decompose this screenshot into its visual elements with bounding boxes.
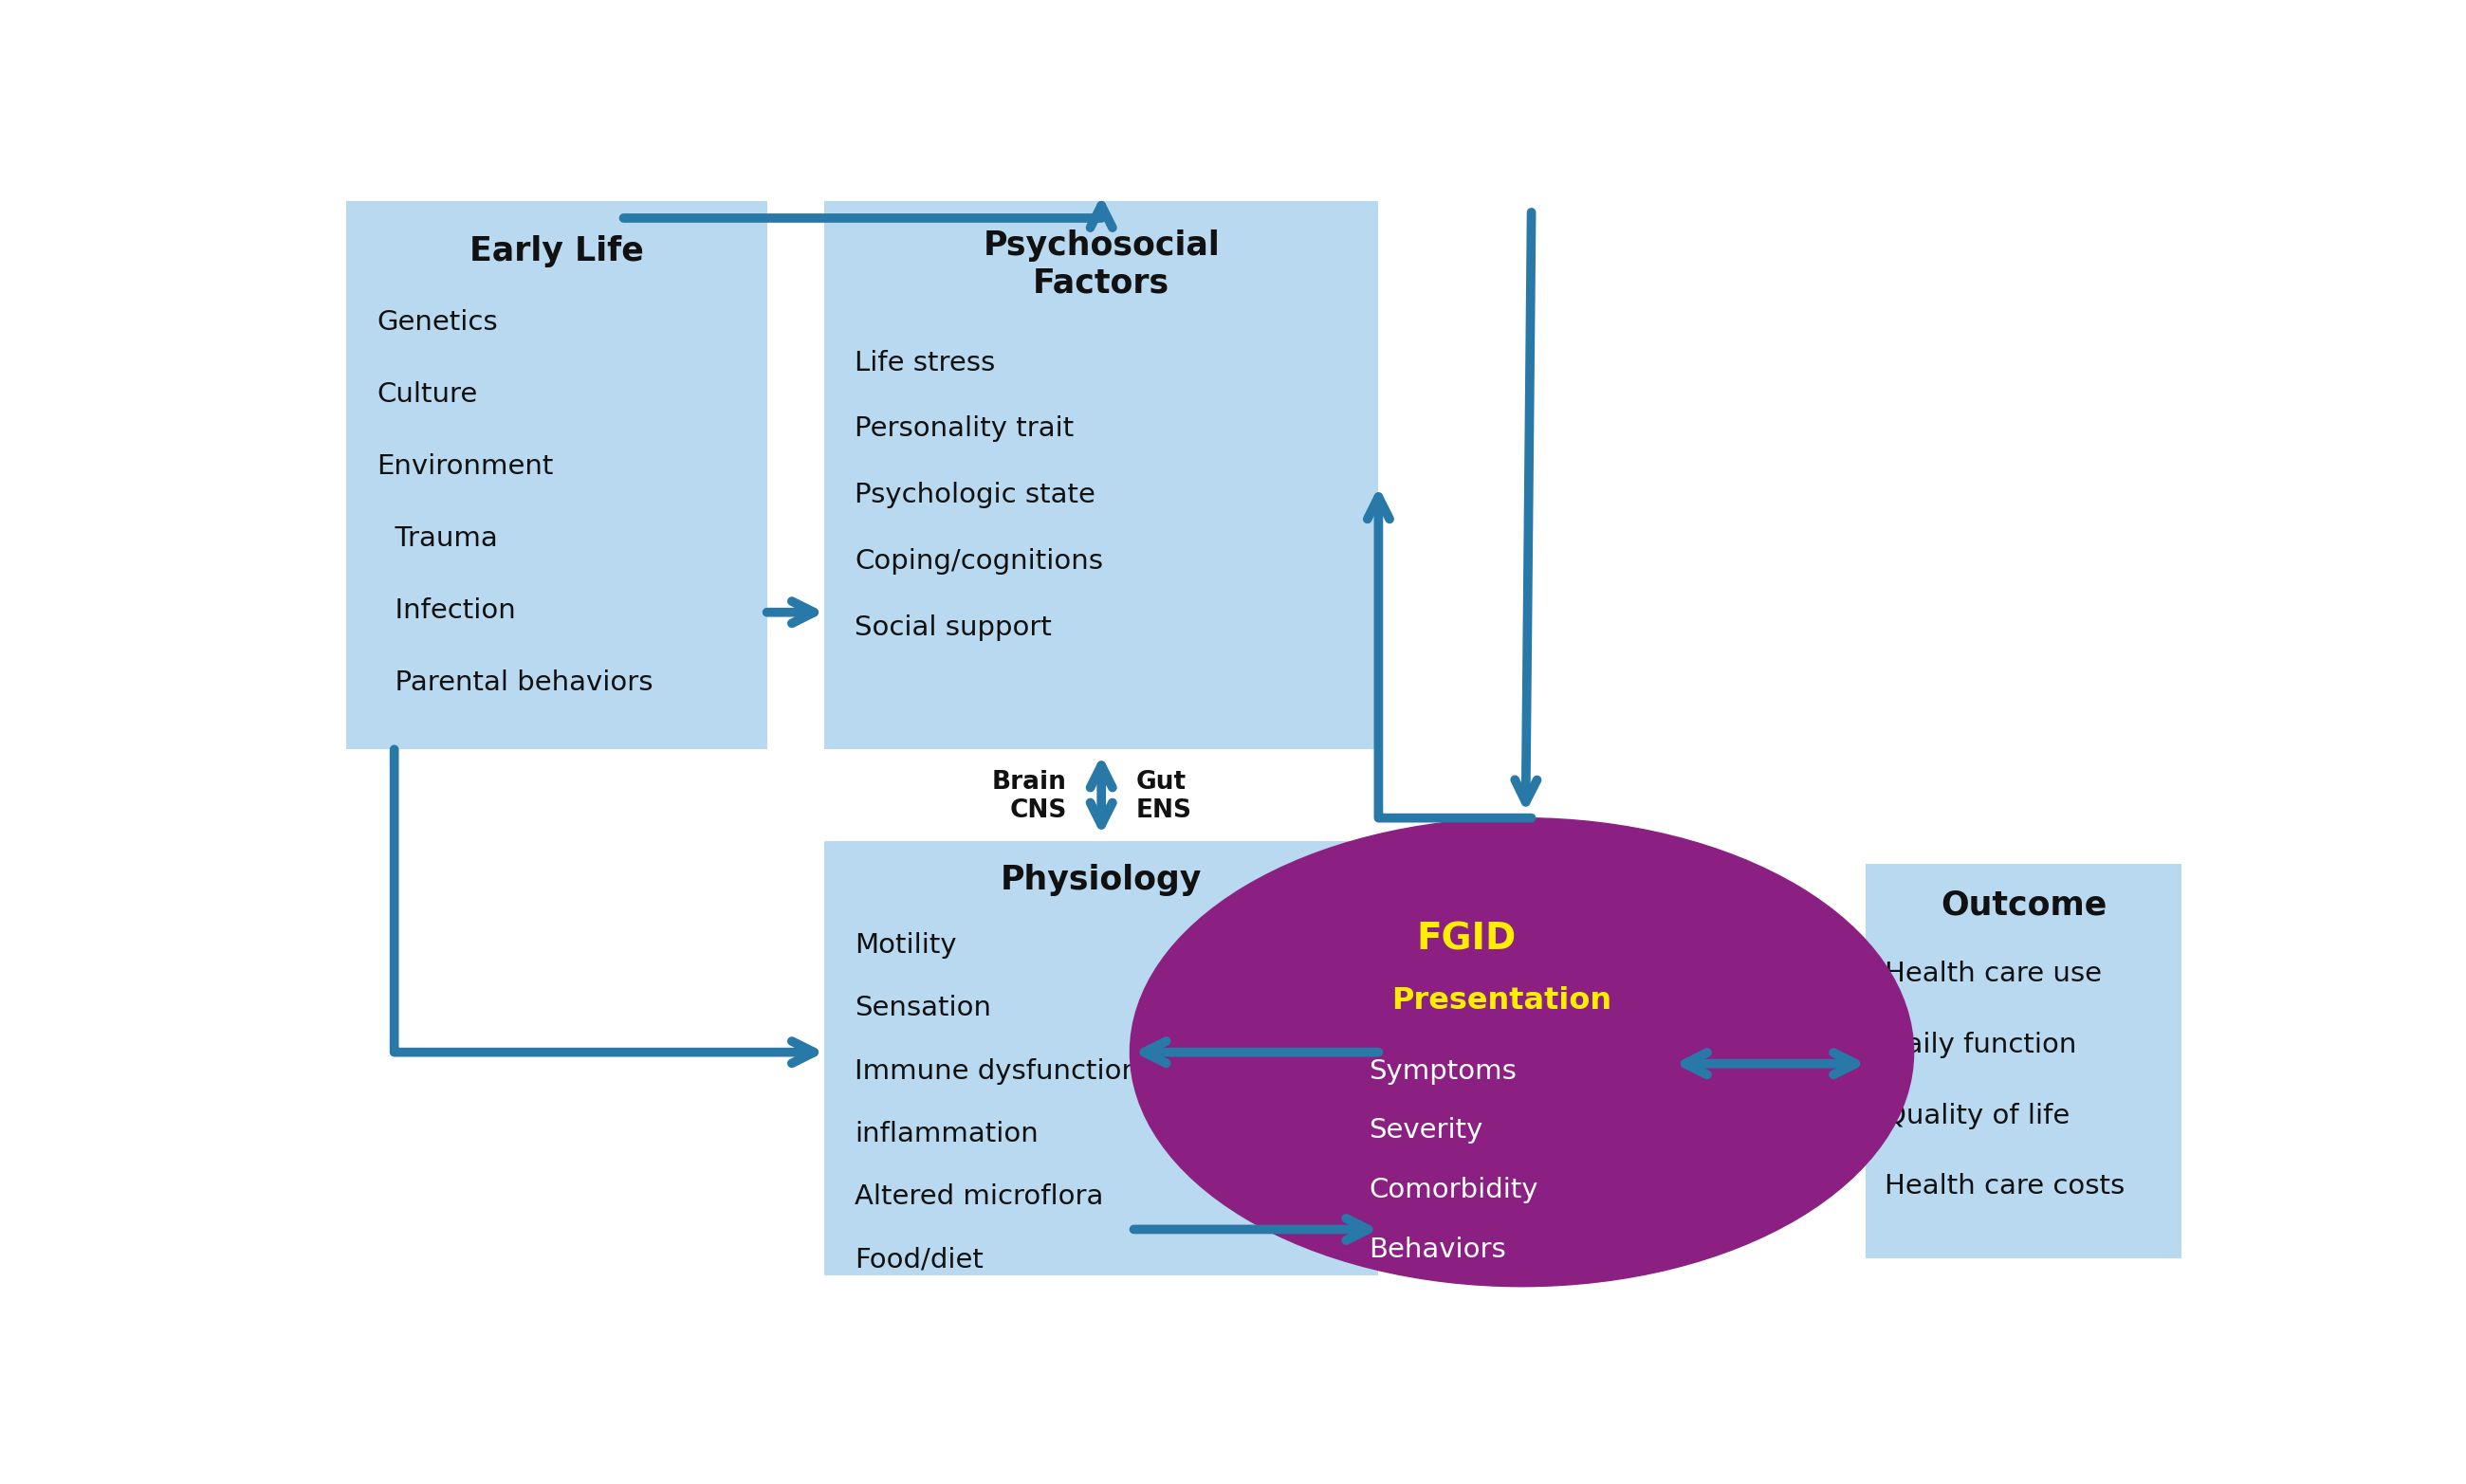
Text: Severity: Severity — [1369, 1117, 1482, 1144]
Text: Daily function: Daily function — [1884, 1031, 2076, 1058]
Text: Altered microflora: Altered microflora — [856, 1184, 1105, 1209]
Text: Symptoms: Symptoms — [1369, 1058, 1517, 1085]
Text: Social support: Social support — [856, 614, 1053, 641]
Text: FGID: FGID — [1415, 920, 1517, 957]
Text: Early Life: Early Life — [469, 234, 644, 267]
Circle shape — [1129, 818, 1914, 1287]
Text: Psychologic state: Psychologic state — [856, 482, 1095, 509]
FancyBboxPatch shape — [824, 200, 1378, 749]
FancyBboxPatch shape — [1867, 864, 2180, 1258]
Text: Personality trait: Personality trait — [856, 416, 1075, 442]
Text: Food/diet: Food/diet — [856, 1247, 984, 1273]
FancyBboxPatch shape — [824, 841, 1378, 1275]
Text: Genetics: Genetics — [377, 310, 498, 335]
Text: Behaviors: Behaviors — [1369, 1236, 1507, 1263]
Text: Environment: Environment — [377, 454, 555, 479]
Text: Outcome: Outcome — [1941, 889, 2106, 922]
Text: Physiology: Physiology — [1001, 864, 1201, 896]
Text: Quality of life: Quality of life — [1884, 1103, 2069, 1129]
Text: Trauma: Trauma — [377, 525, 498, 552]
Text: Health care costs: Health care costs — [1884, 1174, 2126, 1201]
Text: Culture: Culture — [377, 381, 478, 408]
Text: Parental behaviors: Parental behaviors — [377, 669, 653, 696]
Text: inflammation: inflammation — [856, 1120, 1038, 1147]
Text: Immune dysfunction/: Immune dysfunction/ — [856, 1058, 1149, 1085]
Text: Brain
CNS: Brain CNS — [991, 770, 1068, 824]
Text: Comorbidity: Comorbidity — [1369, 1177, 1539, 1204]
Text: Sensation: Sensation — [856, 996, 991, 1021]
Text: Presentation: Presentation — [1391, 985, 1613, 1015]
Text: Psychosocial
Factors: Psychosocial Factors — [984, 230, 1221, 300]
Text: Life stress: Life stress — [856, 349, 996, 375]
Text: Gut
ENS: Gut ENS — [1137, 770, 1191, 824]
Text: Infection: Infection — [377, 598, 515, 623]
FancyBboxPatch shape — [345, 200, 767, 749]
Text: Motility: Motility — [856, 932, 957, 959]
Text: Coping/cognitions: Coping/cognitions — [856, 548, 1102, 574]
Text: Health care use: Health care use — [1884, 960, 2101, 987]
